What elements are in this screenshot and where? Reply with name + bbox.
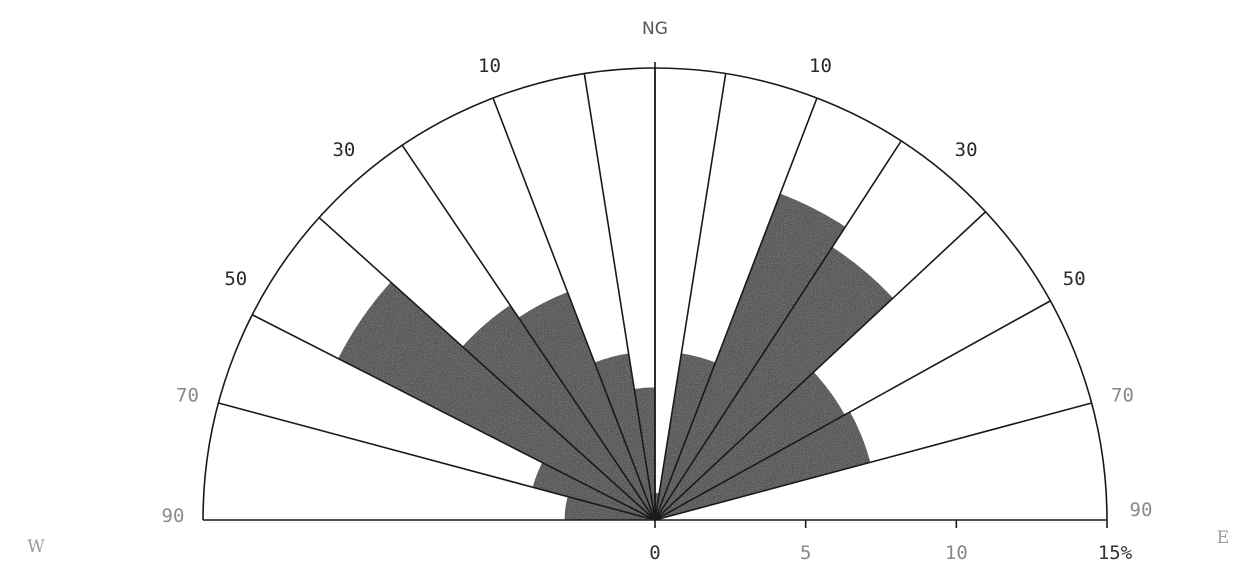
sector-edge-13 [654, 402, 1092, 521]
sector-bar-2 [338, 282, 655, 520]
angle-label-left-70: 70 [176, 385, 199, 407]
sector-bar-9 [655, 193, 846, 521]
angle-label-right-70: 70 [1111, 385, 1134, 407]
sector-bar-12 [655, 411, 871, 520]
sector-bar-5 [594, 353, 655, 520]
angle-label-left-30: 30 [332, 139, 355, 161]
scale-tick-label-2: 10 [945, 542, 968, 564]
sector-edge-1 [218, 402, 656, 521]
angle-label-right-90: 90 [1130, 499, 1153, 521]
sector-bar-3 [462, 305, 655, 520]
scale-tick-label-0: 0 [649, 542, 660, 564]
angle-label-left-10: 10 [478, 55, 501, 77]
west-label: W [27, 537, 45, 557]
sector-bar-4 [518, 292, 655, 520]
angle-label-left-50: 50 [224, 268, 247, 290]
angle-label-right-50: 50 [1063, 268, 1086, 290]
sector-edge-6 [583, 73, 656, 521]
sector-boundaries [218, 62, 1092, 521]
sector-edge-2 [251, 314, 656, 521]
sector-edge-5 [492, 97, 656, 521]
sector-bar-10 [655, 247, 894, 520]
angle-labels: 10 30 50 70 90 10 30 50 70 90 [162, 55, 1153, 527]
sector-bar-1 [532, 462, 655, 520]
angle-label-right-10: 10 [809, 55, 832, 77]
data-sectors [338, 193, 894, 521]
angle-label-right-30: 30 [955, 139, 978, 161]
scale-tick-label-1: 5 [800, 542, 811, 564]
sector-bar-11 [655, 372, 845, 520]
scale-tick-label-3: 15% [1098, 542, 1133, 564]
angle-label-left-90: 90 [162, 505, 185, 527]
sector-edge-3 [318, 216, 656, 521]
sector-edge-11 [654, 211, 987, 521]
north-label: NG [642, 19, 668, 39]
sector-edge-4 [401, 144, 656, 521]
sector-edge-9 [654, 97, 818, 521]
sector-edge-12 [654, 300, 1051, 521]
sector-edge-10 [654, 140, 902, 521]
east-label: E [1217, 528, 1229, 548]
sector-edge-8 [654, 73, 727, 521]
scale-ticks: 0 5 10 15% [649, 520, 1133, 564]
sector-bar-8 [655, 353, 716, 520]
